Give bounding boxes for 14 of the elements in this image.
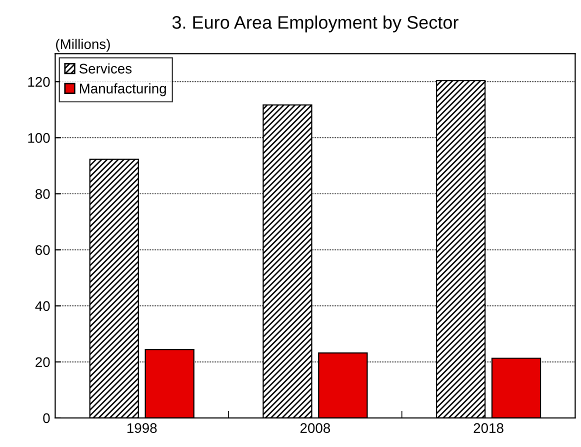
y-tick-label: 20 bbox=[36, 357, 50, 368]
y-axis-title: (Millions) bbox=[56, 38, 110, 52]
x-tick-label: 1998 bbox=[127, 423, 157, 434]
y-tick-label: 100 bbox=[28, 133, 50, 143]
x-tick-label: 2018 bbox=[474, 423, 504, 434]
y-tick-label: 120 bbox=[28, 77, 50, 87]
y-tick-label: 80 bbox=[35, 189, 50, 199]
x-tick-label: 2008 bbox=[300, 423, 330, 434]
chart-title: 3. Euro Area Employment by Sector bbox=[172, 16, 458, 32]
y-tick-label: 0 bbox=[43, 413, 50, 424]
legend-label: Manufacturing bbox=[80, 83, 166, 96]
y-tick-label: 40 bbox=[35, 301, 50, 312]
legend-label: Services bbox=[79, 63, 132, 74]
y-tick-label: 60 bbox=[36, 245, 50, 255]
